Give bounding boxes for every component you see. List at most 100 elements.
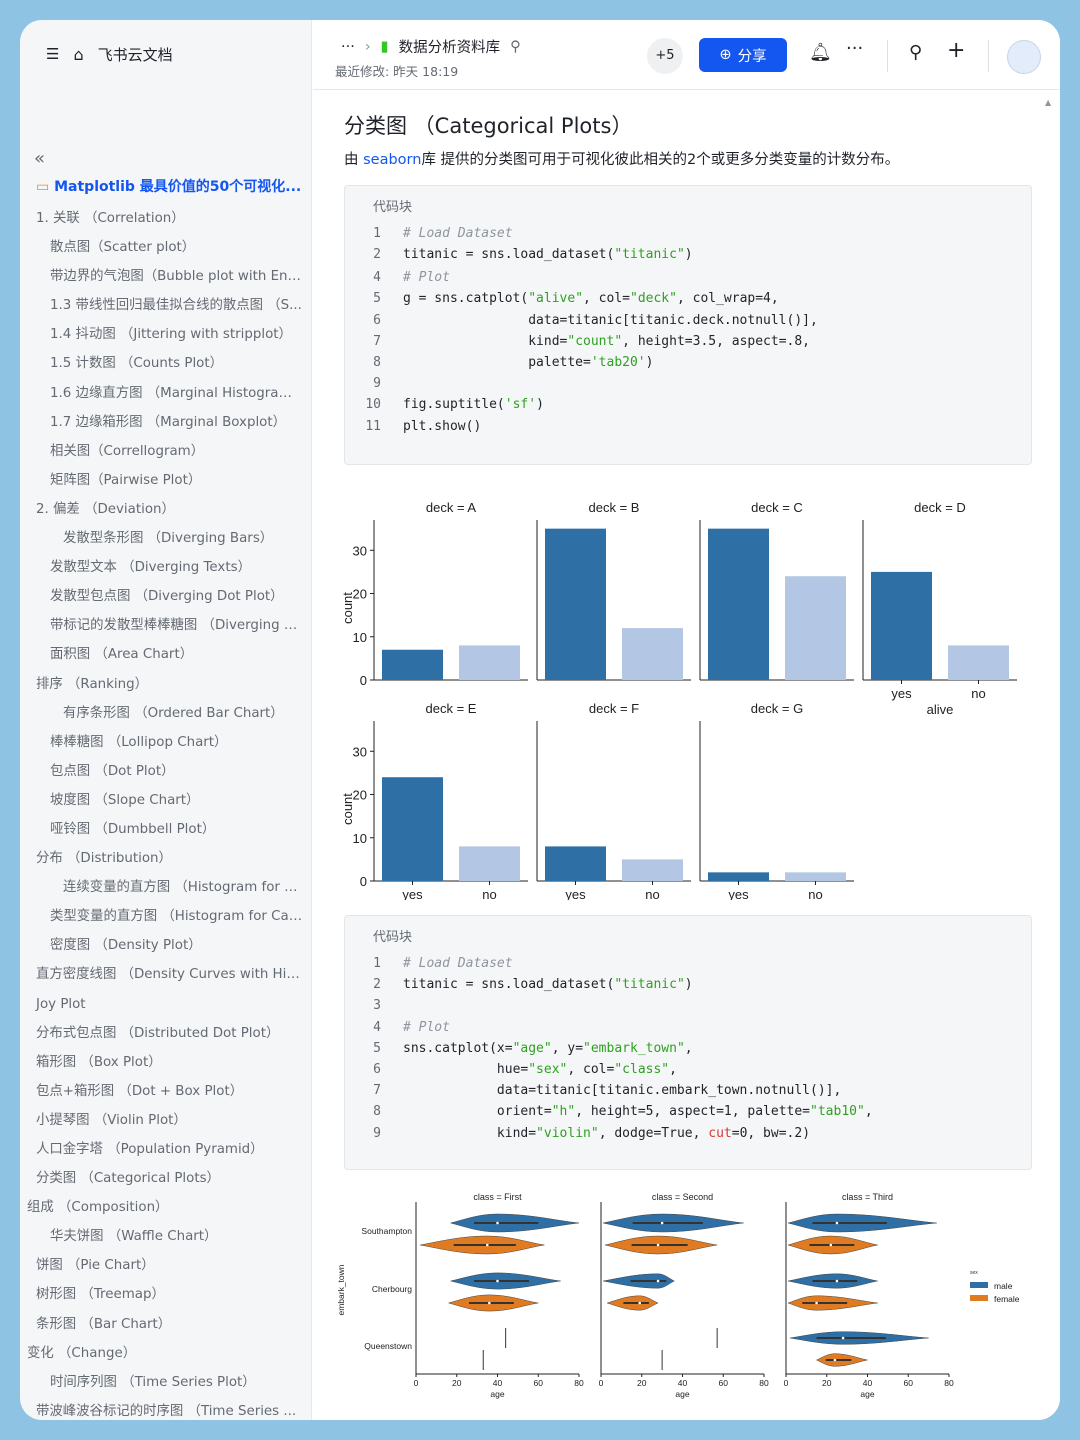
- toc-item[interactable]: 带边界的气泡图（Bubble plot with Encir...: [50, 269, 312, 285]
- line-number: 8: [373, 355, 381, 370]
- toc-item[interactable]: 分布 （Distribution）: [36, 851, 172, 867]
- toc-item[interactable]: 直方密度线图 （Density Curves with His...: [36, 967, 307, 983]
- x-tick-label: 0: [784, 1378, 789, 1388]
- code-block-1[interactable]: 代码块 1 # Load Dataset 2 titanic = sns.load_d…: [344, 185, 1032, 465]
- home-icon[interactable]: ⌂: [73, 44, 84, 64]
- bar-no: [785, 872, 846, 881]
- toc-item[interactable]: 树形图 （Treemap）: [36, 1287, 165, 1303]
- x-tick-label: no: [482, 887, 496, 900]
- toc-item[interactable]: 小提琴图 （Violin Plot）: [36, 1112, 187, 1128]
- toc-item[interactable]: 发散型文本 （Diverging Texts）: [50, 560, 251, 576]
- add-icon[interactable]: +: [947, 38, 966, 63]
- x-tick-label: yes: [565, 887, 586, 900]
- bar-no: [459, 645, 520, 680]
- code-line: 2 titanic = sns.load_dataset("titanic"): [345, 975, 692, 995]
- violin-median: [660, 1221, 664, 1225]
- line-number: 6: [373, 1062, 381, 1077]
- toc-item[interactable]: 包点+箱形图 （Dot + Box Plot）: [36, 1083, 244, 1099]
- toc-item[interactable]: 排序 （Ranking）: [36, 676, 148, 692]
- toc-item[interactable]: 2. 偏差 （Deviation）: [36, 501, 175, 517]
- collapse-sidebar-icon[interactable]: «: [34, 148, 46, 169]
- x-tick-label: 20: [637, 1378, 647, 1388]
- code-line: 7 data=titanic[titanic.embark_town.notnu…: [345, 1081, 841, 1101]
- doc-name[interactable]: 数据分析资料库: [398, 40, 501, 56]
- divider: [887, 40, 888, 72]
- toc-item[interactable]: 有序条形图 （Ordered Bar Chart）: [63, 705, 284, 721]
- x-tick-label: 60: [534, 1378, 544, 1388]
- app-title[interactable]: 飞书云文档: [97, 45, 173, 64]
- toc-item[interactable]: 1.7 边缘箱形图 （Marginal Boxplot）: [50, 414, 287, 430]
- toc-item[interactable]: 时间序列图 （Time Series Plot）: [50, 1374, 256, 1390]
- code-token: # Plot: [403, 270, 450, 286]
- y-tick-label: 10: [353, 630, 367, 645]
- toc-item[interactable]: 分布式包点图 （Distributed Dot Plot）: [36, 1025, 280, 1041]
- top-bar: ··· › ▮ 数据分析资料库 ⚲ 最近修改: 昨天 18:19 +5 ⊕ 分享 …: [313, 20, 1060, 90]
- pin-icon[interactable]: ⚲: [510, 38, 521, 55]
- more-options-icon[interactable]: ···: [846, 38, 864, 59]
- x-axis-label: alive: [927, 702, 954, 717]
- toc-item[interactable]: 组成 （Composition）: [27, 1200, 169, 1216]
- code-block-2[interactable]: 代码块 1 # Load Dataset 2 titanic = sns.load_d…: [344, 915, 1032, 1170]
- menu-icon[interactable]: ☰: [46, 45, 60, 63]
- x-axis-label: age: [490, 1389, 504, 1399]
- toc-item[interactable]: 包点图 （Dot Plot）: [50, 763, 175, 779]
- bar-no: [622, 628, 683, 680]
- toc-item[interactable]: 1.4 抖动图 （Jittering with stripplot）: [50, 327, 292, 343]
- toc-item[interactable]: 哑铃图 （Dumbbell Plot）: [50, 821, 216, 837]
- toc-item[interactable]: 分类图 （Categorical Plots）: [36, 1171, 220, 1187]
- toc-item[interactable]: 带标记的发散型棒棒糖图 （Diverging Lo...: [50, 618, 312, 634]
- notification-bell-icon[interactable]: 🔔︎: [809, 42, 832, 63]
- toc-item[interactable]: 1.3 带线性回归最佳拟合线的散点图 （S...: [50, 298, 302, 314]
- code-line: 1 # Load Dataset: [345, 954, 512, 974]
- bar-yes: [545, 846, 606, 881]
- toc-item[interactable]: 面积图 （Area Chart）: [50, 647, 194, 663]
- toc-item[interactable]: 饼图 （Pie Chart）: [36, 1258, 155, 1274]
- toc-item[interactable]: 1.6 边缘直方图 （Marginal Histogram）: [50, 385, 305, 401]
- bar-no: [785, 576, 846, 680]
- facet-title: deck = F: [589, 701, 639, 716]
- code-line: 8 palette='tab20'): [345, 353, 653, 373]
- toc-item[interactable]: 条形图 （Bar Chart）: [36, 1316, 172, 1332]
- toc-item[interactable]: 变化 （Change）: [27, 1345, 137, 1361]
- toc-item[interactable]: 带波峰波谷标记的时序图 （Time Series ...: [36, 1403, 297, 1419]
- toc-item[interactable]: 发散型包点图 （Diverging Dot Plot）: [50, 589, 284, 605]
- toc-item[interactable]: 密度图 （Density Plot）: [50, 938, 202, 954]
- code-token: , y=: [551, 1040, 584, 1056]
- x-tick-label: 20: [452, 1378, 462, 1388]
- share-button[interactable]: ⊕ 分享: [699, 38, 787, 72]
- toc-item[interactable]: 矩阵图（Pairwise Plot）: [50, 472, 202, 488]
- bar-yes: [708, 872, 769, 881]
- line-number: 1: [373, 956, 381, 971]
- violin-median: [496, 1221, 499, 1225]
- line-number: 10: [365, 397, 381, 413]
- toc-item[interactable]: 坡度图 （Slope Chart）: [50, 792, 200, 808]
- toc-item[interactable]: 散点图（Scatter plot）: [50, 240, 196, 256]
- toc-item[interactable]: 华夫饼图 （Waffle Chart）: [50, 1229, 218, 1245]
- toc-item[interactable]: 箱形图 （Box Plot）: [36, 1054, 162, 1070]
- bar-no: [459, 846, 520, 881]
- search-icon[interactable]: ⚲: [909, 42, 923, 63]
- toc-item[interactable]: 人口金字塔 （Population Pyramid）: [36, 1142, 264, 1157]
- x-tick-label: 80: [574, 1378, 584, 1388]
- toc-item[interactable]: Joy Plot: [36, 996, 86, 1012]
- collaborators-count[interactable]: +5: [647, 38, 683, 74]
- toc-item[interactable]: 发散型条形图 （Diverging Bars）: [63, 531, 274, 547]
- toc-item[interactable]: 棒棒糖图 （Lollipop Chart）: [50, 734, 228, 750]
- line-number: 3: [373, 998, 381, 1014]
- violin-median: [488, 1301, 491, 1305]
- toc-item[interactable]: 类型变量的直方图 （Histogram for Cate...: [50, 909, 312, 925]
- toc-doc-title[interactable]: ▭ Matplotlib 最具价值的50个可视化...: [36, 179, 302, 195]
- toc-item[interactable]: 连续变量的直方图 （Histogram for Co...: [63, 880, 312, 896]
- avatar[interactable]: [1007, 40, 1041, 74]
- toc-item[interactable]: 相关图（Correllogram）: [50, 443, 205, 459]
- toc-item[interactable]: 1. 关联 （Correlation）: [36, 211, 185, 226]
- more-breadcrumb-button[interactable]: ···: [341, 38, 355, 55]
- seaborn-link[interactable]: seaborn: [363, 152, 422, 168]
- scroll-up-icon[interactable]: ▲: [1045, 98, 1052, 107]
- toc-item[interactable]: 1.5 计数图 （Counts Plot）: [50, 356, 223, 372]
- legend-swatch-female: [970, 1295, 988, 1301]
- code-token: "titanic": [614, 977, 685, 993]
- x-tick-label: 40: [493, 1378, 503, 1388]
- code-token: , col_wrap=4,: [676, 291, 779, 307]
- bar-no: [948, 645, 1009, 680]
